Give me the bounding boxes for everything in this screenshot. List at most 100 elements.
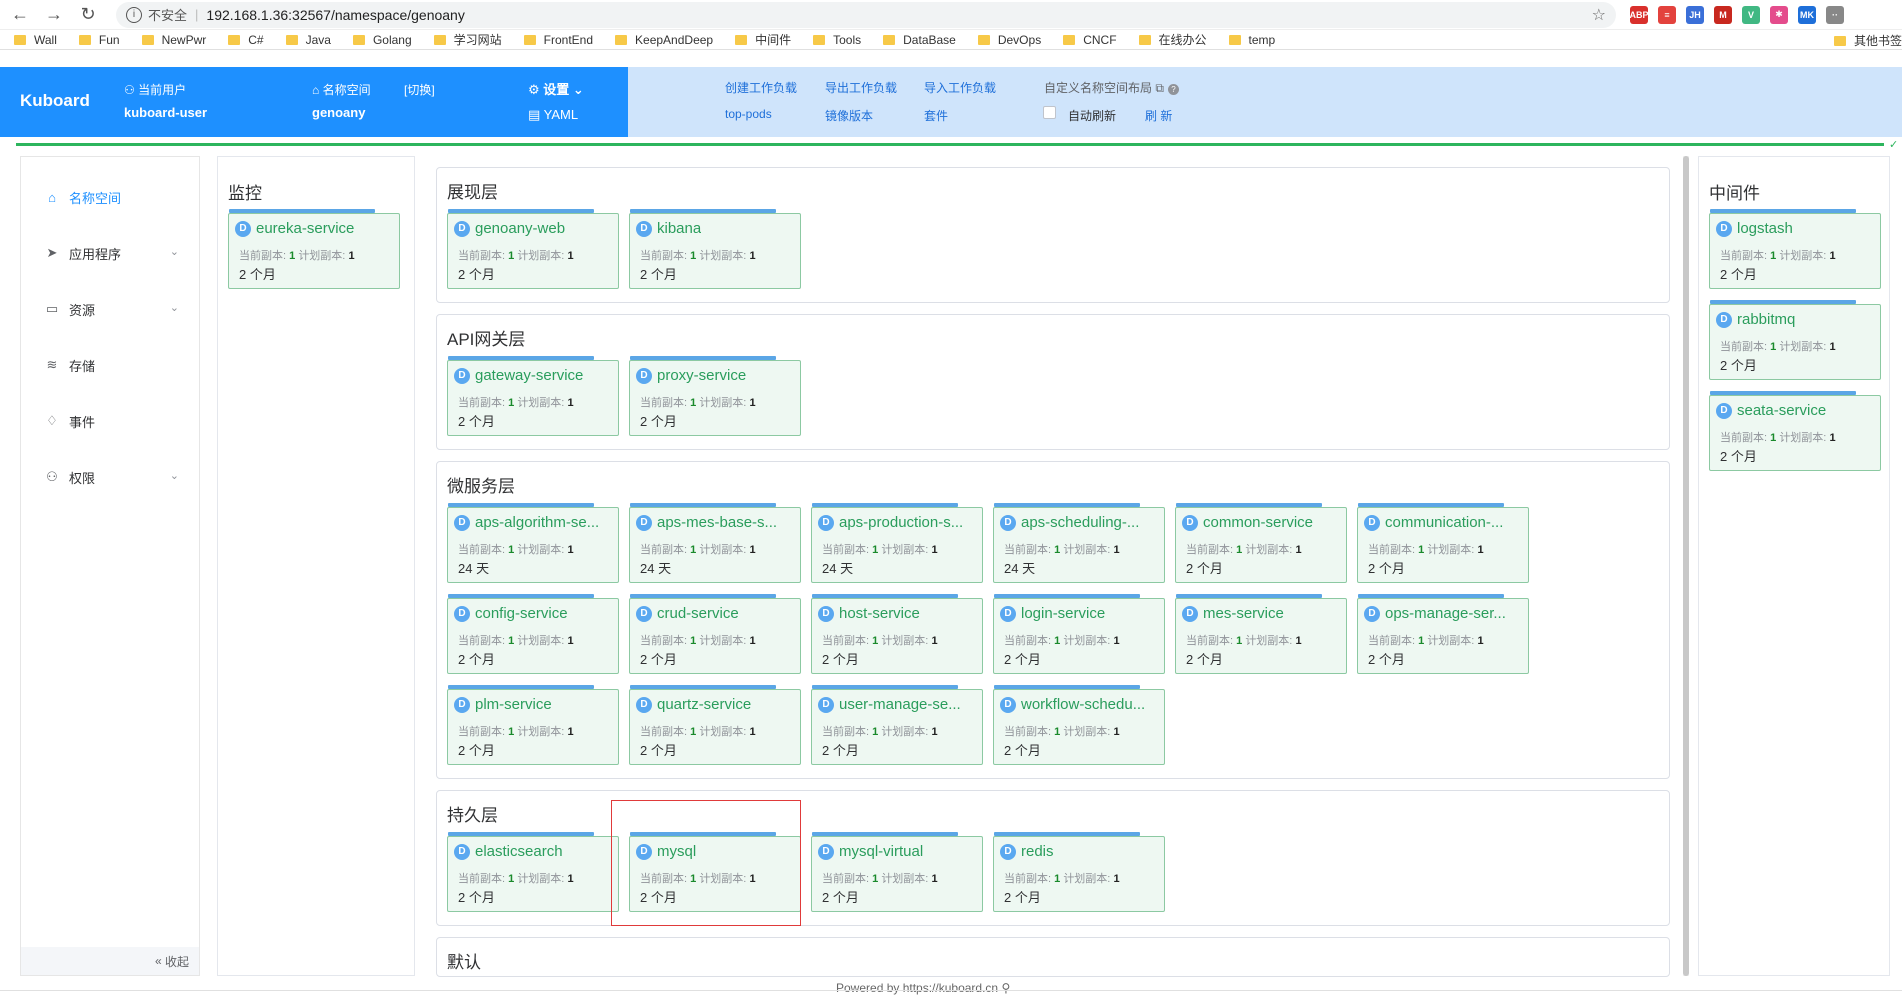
extension-icon[interactable]: ABP bbox=[1630, 5, 1649, 24]
auto-refresh-checkbox[interactable] bbox=[1043, 106, 1056, 119]
suite-link[interactable]: 套件 bbox=[924, 109, 949, 123]
extension-icon[interactable]: MK bbox=[1798, 5, 1816, 24]
import-workload-link[interactable]: 导入工作负载 bbox=[924, 81, 997, 95]
workload-name[interactable]: login-service bbox=[1021, 605, 1106, 622]
refresh-button[interactable]: 刷 新 bbox=[1145, 109, 1173, 123]
bookmark-folder[interactable]: DataBase bbox=[883, 33, 956, 47]
workload-name[interactable]: workflow-schedu... bbox=[1021, 696, 1146, 713]
workload-name[interactable]: mysql-virtual bbox=[839, 843, 924, 860]
extension-icon[interactable]: ·· bbox=[1826, 5, 1844, 24]
bookmark-folder[interactable]: Java bbox=[285, 33, 331, 47]
workload-name[interactable]: seata-service bbox=[1737, 402, 1827, 419]
url-text[interactable]: 192.168.1.36:32567/namespace/genoany bbox=[206, 6, 465, 23]
info-icon[interactable]: i bbox=[126, 6, 142, 23]
workload-name[interactable]: user-manage-se... bbox=[839, 696, 961, 713]
bookmark-folder[interactable]: KeepAndDeep bbox=[615, 33, 713, 47]
sidebar-item[interactable]: ⌂ 名称空间 bbox=[21, 169, 199, 225]
sidebar-item[interactable]: ♢ 事件 bbox=[21, 393, 199, 449]
other-bookmarks[interactable]: 其他书签 bbox=[1833, 32, 1902, 49]
bookmark-folder[interactable]: temp bbox=[1228, 33, 1275, 47]
bookmark-folder[interactable]: FrontEnd bbox=[523, 33, 593, 47]
forward-arrow-icon[interactable]: → bbox=[45, 4, 63, 24]
bookmark-folder[interactable]: Wall bbox=[14, 33, 57, 47]
bookmark-folder[interactable]: NewPwr bbox=[141, 33, 206, 47]
image-version-link[interactable]: 镜像版本 bbox=[825, 109, 874, 123]
workload-name[interactable]: logstash bbox=[1737, 220, 1793, 237]
bookmark-folder[interactable]: Fun bbox=[78, 33, 120, 47]
export-workload-link[interactable]: 导出工作负载 bbox=[825, 81, 898, 95]
workload-name[interactable]: aps-production-s... bbox=[839, 514, 964, 531]
workload-name[interactable]: common-service bbox=[1203, 514, 1314, 531]
workload-name[interactable]: communication-... bbox=[1385, 514, 1504, 531]
settings-menu[interactable]: ⚙ 设置 ⌄ bbox=[528, 79, 584, 98]
workload-name[interactable]: aps-mes-base-s... bbox=[657, 514, 778, 531]
extension-icon[interactable]: ✱ bbox=[1770, 5, 1788, 24]
help-icon[interactable]: ? bbox=[1167, 84, 1179, 95]
workload-name[interactable]: elasticsearch bbox=[475, 843, 563, 860]
extension-icon[interactable]: ≡ bbox=[1658, 5, 1676, 24]
workload-name[interactable]: proxy-service bbox=[657, 367, 747, 384]
workload-name[interactable]: gateway-service bbox=[475, 367, 584, 384]
extension-icon[interactable]: M bbox=[1714, 5, 1732, 24]
top-pods-link[interactable]: top-pods bbox=[725, 107, 772, 121]
reload-icon[interactable]: ↻ bbox=[80, 4, 96, 24]
bookmark-folder[interactable]: 在线办公 bbox=[1138, 31, 1207, 48]
workload-name[interactable]: ops-manage-ser... bbox=[1385, 605, 1506, 622]
workload-name[interactable]: crud-service bbox=[657, 605, 739, 622]
sidebar-item[interactable]: ≋ 存储 bbox=[21, 337, 199, 393]
bookmark-folder[interactable]: Tools bbox=[813, 33, 861, 47]
yaml-button[interactable]: ▤ YAML bbox=[528, 107, 578, 123]
workload-name[interactable]: eureka-service bbox=[256, 220, 355, 237]
workload-name[interactable]: aps-scheduling-... bbox=[1021, 514, 1140, 531]
sidebar-item[interactable]: ➤ 应用程序 ⌄ bbox=[21, 225, 199, 281]
scrollbar-thumb[interactable] bbox=[1683, 156, 1689, 976]
custom-layout-link[interactable]: 自定义名称空间布局 ⧉? bbox=[1044, 79, 1179, 96]
bookmark-folder[interactable]: Golang bbox=[352, 33, 412, 47]
bookmark-folder[interactable]: 中间件 bbox=[735, 31, 791, 48]
workload-name[interactable]: mes-service bbox=[1203, 605, 1284, 622]
extension-icon[interactable]: JH bbox=[1686, 5, 1704, 24]
footer-powered-by[interactable]: Powered by https://kuboard.cn ⚲ bbox=[836, 981, 1010, 995]
bookmark-folder[interactable]: DevOps bbox=[977, 33, 1041, 47]
workload-name[interactable]: kibana bbox=[657, 220, 702, 237]
address-bar[interactable]: i 不安全 | 192.168.1.36:32567/namespace/gen… bbox=[116, 1, 1616, 28]
create-workload-link[interactable]: 创建工作负载 bbox=[725, 81, 798, 95]
bookmark-folder[interactable]: 学习网站 bbox=[433, 31, 502, 48]
extension-icon[interactable]: V bbox=[1742, 5, 1760, 24]
bookmark-star-icon[interactable]: ☆ bbox=[1591, 6, 1606, 24]
sidebar-item[interactable]: ⚇ 权限 ⌄ bbox=[21, 449, 199, 505]
bookmark-folder[interactable]: CNCF bbox=[1063, 33, 1117, 47]
workload-name[interactable]: aps-algorithm-se... bbox=[475, 514, 600, 531]
back-arrow-icon[interactable]: ← bbox=[11, 4, 29, 24]
sidebar-item[interactable]: ▭ 资源 ⌄ bbox=[21, 281, 199, 337]
switch-namespace-link[interactable]: [切换] bbox=[404, 83, 435, 97]
workload-name[interactable]: quartz-service bbox=[657, 696, 752, 713]
kuboard-logo[interactable]: Kuboard bbox=[20, 91, 90, 110]
bookmark-folder[interactable]: C# bbox=[228, 33, 264, 47]
workload-name[interactable]: config-service bbox=[475, 605, 568, 622]
collapse-button[interactable]: « 收起 bbox=[21, 947, 199, 975]
